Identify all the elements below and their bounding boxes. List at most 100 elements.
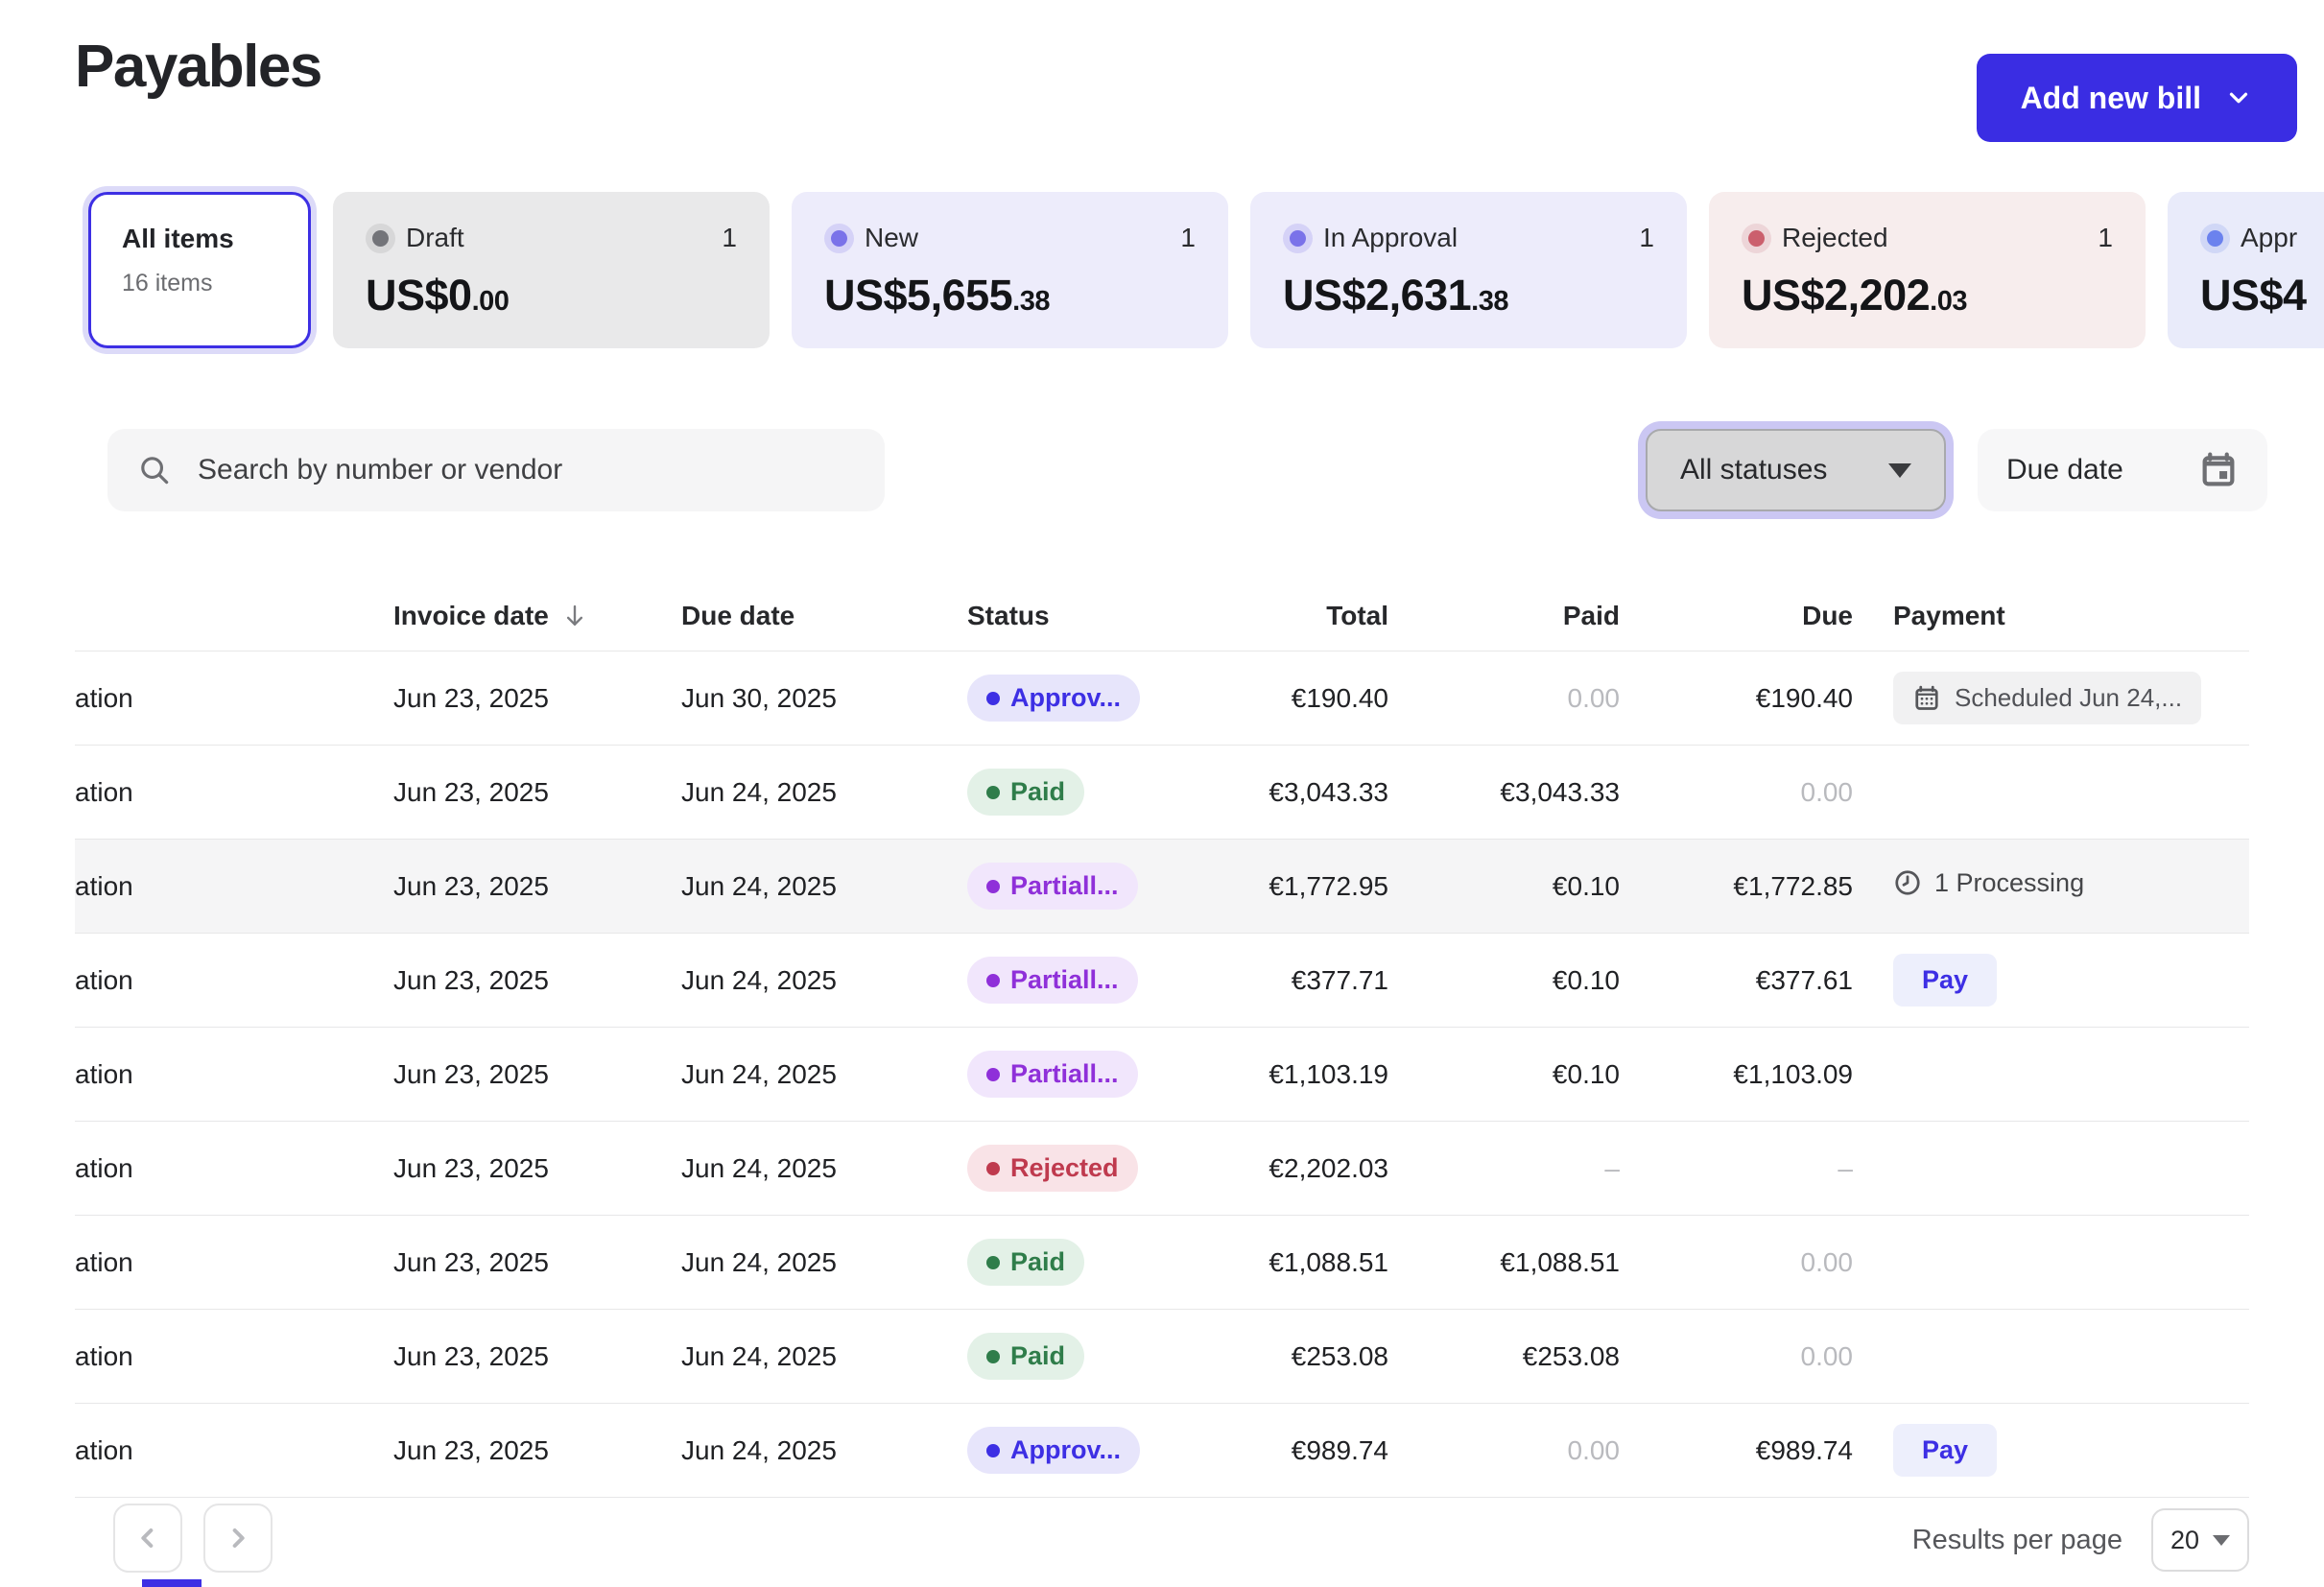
status-dot-icon bbox=[2207, 229, 2223, 247]
due-cell: 0.00 bbox=[1800, 1246, 1854, 1277]
status-dot-icon bbox=[986, 1443, 1000, 1457]
all-items-count: 16 items bbox=[122, 270, 213, 296]
card-label: Appr bbox=[2241, 223, 2298, 252]
table-row[interactable]: ation Jun 23, 2025 Jun 24, 2025 Partiall...… bbox=[75, 1028, 2249, 1122]
table-row[interactable]: ation Jun 23, 2025 Jun 24, 2025 Paid €1,088.… bbox=[75, 1216, 2249, 1310]
chevron-left-icon bbox=[141, 1528, 154, 1548]
status-badge: Approv... bbox=[967, 675, 1141, 722]
status-cell: Partiall... bbox=[967, 1051, 1173, 1098]
status-cell: Paid bbox=[967, 769, 1173, 816]
table-row[interactable]: ation Jun 23, 2025 Jun 24, 2025 Paid €3,043.… bbox=[75, 746, 2249, 840]
status-badge: Partiall... bbox=[967, 1051, 1138, 1098]
vendor-cell: ation bbox=[75, 1152, 133, 1183]
summary-card-draft[interactable]: Draft 1 US$0.00 bbox=[333, 192, 770, 348]
paid-cell: €0.10 bbox=[1552, 964, 1620, 995]
search-icon bbox=[141, 457, 169, 485]
calendar-icon bbox=[1915, 685, 1938, 710]
scrollbar-thumb[interactable] bbox=[142, 1579, 202, 1587]
table-header: Invoice date Due date Status Total Paid … bbox=[75, 581, 2249, 651]
invoice-date-cell: Jun 23, 2025 bbox=[393, 870, 549, 901]
paid-column-header[interactable]: Paid bbox=[1562, 601, 1620, 630]
summary-card-approved[interactable]: Appr US$4 bbox=[2168, 192, 2324, 348]
status-dot-icon bbox=[372, 229, 389, 247]
card-header: In Approval 1 bbox=[1283, 223, 1654, 253]
status-column-header[interactable]: Status bbox=[967, 601, 1050, 630]
due-column-header[interactable]: Due bbox=[1802, 601, 1853, 630]
next-page-button[interactable] bbox=[203, 1504, 273, 1573]
processing-indicator: 1 Processing bbox=[1893, 868, 2084, 898]
status-dot-icon bbox=[986, 973, 1000, 987]
paid-cell: – bbox=[1604, 1152, 1620, 1183]
summary-card-rejected[interactable]: Rejected 1 US$2,202.03 bbox=[1709, 192, 2146, 348]
card-count: 1 bbox=[722, 223, 737, 252]
page-size-select[interactable]: 20 bbox=[2150, 1508, 2249, 1572]
summary-card-new[interactable]: New 1 US$5,655.38 bbox=[792, 192, 1228, 348]
status-filter-dropdown[interactable]: All statuses bbox=[1646, 429, 1946, 511]
status-dot-icon bbox=[986, 1067, 1000, 1081]
due-cell: 0.00 bbox=[1800, 776, 1854, 807]
scheduled-payment-label: Scheduled Jun 24,... bbox=[1955, 683, 2183, 712]
status-dot-icon bbox=[986, 785, 1000, 799]
summary-card-in-approval[interactable]: In Approval 1 US$2,631.38 bbox=[1250, 192, 1687, 348]
due-date-column-header[interactable]: Due date bbox=[681, 601, 795, 630]
due-cell: – bbox=[1838, 1152, 1853, 1183]
pay-button[interactable]: Pay bbox=[1893, 954, 1998, 1007]
table-row[interactable]: ation Jun 23, 2025 Jun 30, 2025 Approv... €1… bbox=[75, 651, 2249, 746]
invoice-date-cell: Jun 23, 2025 bbox=[393, 1246, 549, 1277]
due-cell: €377.61 bbox=[1755, 964, 1853, 995]
status-label: Approv... bbox=[1010, 1435, 1122, 1464]
card-amount-cents: .38 bbox=[1471, 286, 1508, 317]
paid-cell: €253.08 bbox=[1522, 1340, 1620, 1371]
table-row[interactable]: ation Jun 23, 2025 Jun 24, 2025 Partiall...… bbox=[75, 840, 2249, 934]
status-badge: Rejected bbox=[967, 1145, 1138, 1192]
due-date-filter[interactable]: Due date bbox=[1978, 429, 2267, 511]
card-amount-cents: .38 bbox=[1012, 286, 1050, 317]
invoice-date-column-header[interactable]: Invoice date bbox=[393, 601, 681, 631]
pay-button[interactable]: Pay bbox=[1893, 1424, 1998, 1477]
status-label: Partiall... bbox=[1010, 965, 1119, 994]
total-cell: €2,202.03 bbox=[1269, 1152, 1388, 1183]
sort-descending-icon bbox=[566, 604, 582, 626]
invoice-date-cell: Jun 23, 2025 bbox=[393, 682, 549, 713]
table-row[interactable]: ation Jun 23, 2025 Jun 24, 2025 Approv... €9… bbox=[75, 1404, 2249, 1498]
card-amount: US$4 bbox=[2200, 271, 2307, 320]
status-dot-icon bbox=[1290, 229, 1306, 247]
table-row[interactable]: ation Jun 23, 2025 Jun 24, 2025 Paid €253.08… bbox=[75, 1310, 2249, 1404]
due-date-cell: Jun 24, 2025 bbox=[681, 1246, 837, 1277]
card-count: 1 bbox=[2098, 223, 2113, 252]
table-row[interactable]: ation Jun 23, 2025 Jun 24, 2025 Rejected €2,… bbox=[75, 1122, 2249, 1216]
card-amount: US$2,202.03 bbox=[1742, 271, 1967, 320]
status-label: Partiall... bbox=[1010, 1059, 1119, 1088]
add-new-bill-button[interactable]: Add new bill bbox=[1976, 54, 2297, 142]
card-label: Rejected bbox=[1782, 223, 1888, 252]
card-label: New bbox=[865, 223, 919, 252]
clock-icon bbox=[1895, 870, 1920, 895]
invoice-date-cell: Jun 23, 2025 bbox=[393, 1152, 549, 1183]
status-dot-icon bbox=[831, 229, 847, 247]
card-label: In Approval bbox=[1323, 223, 1458, 252]
chevron-down-icon bbox=[2229, 92, 2248, 104]
status-badge: Partiall... bbox=[967, 957, 1138, 1004]
status-dot-icon bbox=[986, 691, 1000, 705]
search-input[interactable] bbox=[196, 453, 856, 487]
status-cell: Rejected bbox=[967, 1145, 1173, 1192]
card-count: 1 bbox=[1639, 223, 1654, 252]
invoice-date-cell: Jun 23, 2025 bbox=[393, 1434, 549, 1465]
status-badge: Paid bbox=[967, 1239, 1085, 1286]
previous-page-button[interactable] bbox=[113, 1504, 182, 1573]
status-label: Partiall... bbox=[1010, 871, 1119, 900]
status-dot-icon bbox=[986, 1349, 1000, 1363]
scheduled-payment-chip[interactable]: Scheduled Jun 24,... bbox=[1893, 672, 2202, 724]
status-badge: Paid bbox=[967, 769, 1085, 816]
due-cell: 0.00 bbox=[1800, 1340, 1854, 1371]
caret-down-icon bbox=[1888, 462, 1911, 478]
chevron-right-icon bbox=[232, 1528, 245, 1548]
table-row[interactable]: ation Jun 23, 2025 Jun 24, 2025 Partiall...… bbox=[75, 934, 2249, 1028]
card-all-items[interactable]: All items 16 items bbox=[88, 192, 311, 348]
total-column-header[interactable]: Total bbox=[1326, 601, 1388, 630]
status-label: Paid bbox=[1010, 1247, 1066, 1276]
payment-column-header: Payment bbox=[1893, 601, 2005, 630]
card-amount: US$0.00 bbox=[366, 271, 510, 320]
paid-cell: €1,088.51 bbox=[1500, 1246, 1620, 1277]
paid-cell: 0.00 bbox=[1567, 1434, 1621, 1465]
